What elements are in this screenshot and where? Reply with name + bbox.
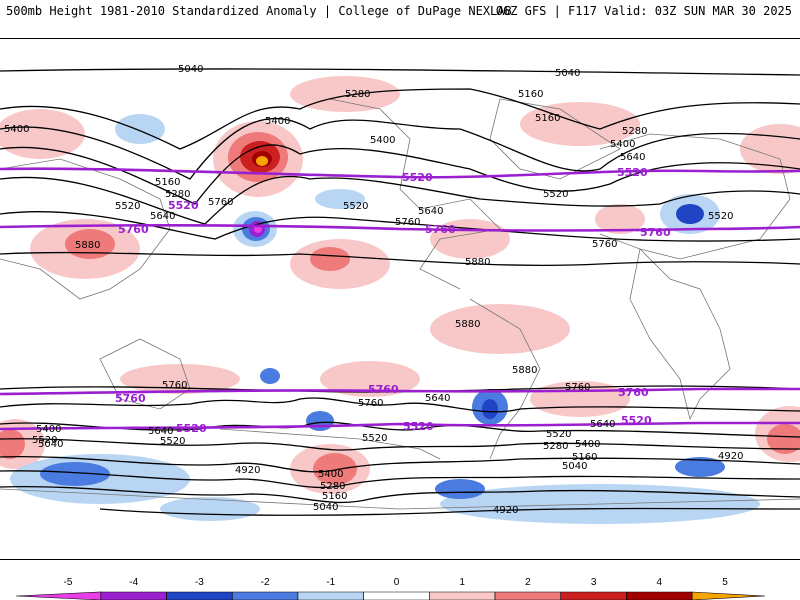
label-5400-n3: 5400	[370, 135, 395, 146]
label-5280-n1: 5280	[345, 89, 370, 100]
colorbar-segment	[691, 591, 766, 600]
contour-labels: 5040 5040 5280 5160 5160 5400 5400 5400 …	[4, 64, 743, 516]
header-valid-time: 06Z GFS | F117 Valid: 03Z SUN MAR 30 202…	[495, 4, 792, 18]
label-5640-n5: 5640	[590, 419, 615, 430]
label-5880-n1: 5880	[75, 240, 100, 251]
label-5520-p5: 5520	[403, 420, 434, 433]
label-5520-n2: 5520	[343, 201, 368, 212]
label-5160-n1: 5160	[518, 89, 543, 100]
label-5880-n2: 5880	[465, 257, 490, 268]
label-5520-p4: 5520	[176, 422, 207, 435]
label-5760-n5: 5760	[565, 382, 590, 393]
label-5400-n5: 5400	[36, 424, 61, 435]
label-5760-n3: 5760	[592, 239, 617, 250]
colorbar-tick-label: 4	[656, 577, 663, 588]
label-5400-n6: 5400	[575, 439, 600, 450]
label-5520-n6: 5520	[160, 436, 185, 447]
label-5400-n7: 5400	[318, 469, 343, 480]
label-5640-n6: 5640	[148, 426, 173, 437]
colorbar-segment	[560, 591, 627, 600]
label-5640-n3: 5640	[418, 206, 443, 217]
label-5400-n2: 5400	[265, 116, 290, 127]
colorbar-segment	[166, 591, 233, 600]
label-5400-n4: 5400	[610, 139, 635, 150]
colorbar	[15, 591, 766, 600]
label-4920-n2: 4920	[718, 451, 743, 462]
colorbar-tick-label: 3	[590, 577, 597, 588]
map-panel: 5040 5040 5280 5160 5160 5400 5400 5400 …	[0, 38, 800, 560]
colorbar-tick-label: -2	[260, 577, 270, 588]
label-5520-n8: 5520	[546, 429, 571, 440]
label-5760-n2: 5760	[395, 217, 420, 228]
label-5640-n1: 5640	[620, 152, 645, 163]
label-5520-p1: 5520	[402, 171, 433, 184]
colorbar-tick-label: 5	[722, 577, 728, 588]
label-5040-n2: 5040	[555, 68, 580, 79]
label-5520-n3: 5520	[543, 189, 568, 200]
label-5160-n4: 5160	[572, 452, 597, 463]
colorbar-tick-label: 1	[459, 577, 465, 588]
label-5280-n3: 5280	[165, 189, 190, 200]
colorbar-tick-label: -1	[326, 577, 336, 588]
colorbar-segment	[494, 591, 562, 600]
label-5040-n1: 5040	[178, 64, 203, 75]
label-5520-p6: 5520	[621, 414, 652, 427]
label-4920-n1: 4920	[235, 465, 260, 476]
label-5760-n4: 5760	[162, 380, 187, 391]
colorbar-tick-label: 0	[393, 577, 400, 588]
label-5760-p2: 5760	[425, 223, 456, 236]
label-5520-n5: 5520	[32, 435, 57, 446]
colorbar-tick-label: -5	[63, 577, 73, 588]
label-5640-n2: 5640	[150, 211, 175, 222]
label-5760-p3: 5760	[640, 226, 671, 239]
height-contours	[0, 68, 800, 516]
label-5880-n4: 5880	[512, 365, 537, 376]
colorbar-segment	[429, 591, 496, 600]
colorbar-tick-label: -3	[194, 577, 204, 588]
highlight-contours	[0, 167, 800, 431]
label-5040-n3: 5040	[38, 439, 63, 450]
colorbar-segment	[297, 591, 364, 600]
label-5760-p4: 5760	[115, 392, 146, 405]
colorbar-segment	[15, 591, 102, 600]
colorbar-segment	[231, 591, 299, 600]
label-5760-p6: 5760	[618, 386, 649, 399]
label-5880-n3: 5880	[455, 319, 480, 330]
label-5160-n3: 5160	[155, 177, 180, 188]
colorbar-segment	[626, 591, 693, 600]
colorbar-tick-label: 2	[525, 577, 531, 588]
label-5520-n4: 5520	[708, 211, 733, 222]
label-5040-n4: 5040	[562, 461, 587, 472]
label-5760-p1: 5760	[118, 223, 149, 236]
label-5160-n5: 5160	[322, 491, 347, 502]
label-5280-n5: 5280	[320, 481, 345, 492]
label-5040-n5: 5040	[313, 502, 338, 513]
label-5280-n4: 5280	[543, 441, 568, 452]
label-5760-n1: 5760	[208, 197, 233, 208]
label-5760-p5: 5760	[368, 383, 399, 396]
label-5520-n1: 5520	[115, 201, 140, 212]
label-4920-n3: 4920	[493, 505, 518, 516]
label-5280-n2: 5280	[622, 126, 647, 137]
colorbar-segment	[100, 591, 167, 600]
label-5520-p3: 5520	[168, 199, 199, 212]
anomaly-map: 5040 5040 5280 5160 5160 5400 5400 5400 …	[0, 64, 800, 524]
label-5760-n6: 5760	[358, 398, 383, 409]
header-title: 500mb Height 1981-2010 Standardized Anom…	[6, 4, 512, 18]
colorbar-segment	[363, 591, 430, 600]
colorbar-tick-label: -4	[129, 577, 139, 588]
anomaly-shading	[0, 76, 800, 524]
label-5160-n2: 5160	[535, 113, 560, 124]
label-5520-p2: 5520	[617, 166, 648, 179]
label-5400-n1: 5400	[4, 124, 29, 135]
label-5520-n7: 5520	[362, 433, 387, 444]
label-5640-n4: 5640	[425, 393, 450, 404]
